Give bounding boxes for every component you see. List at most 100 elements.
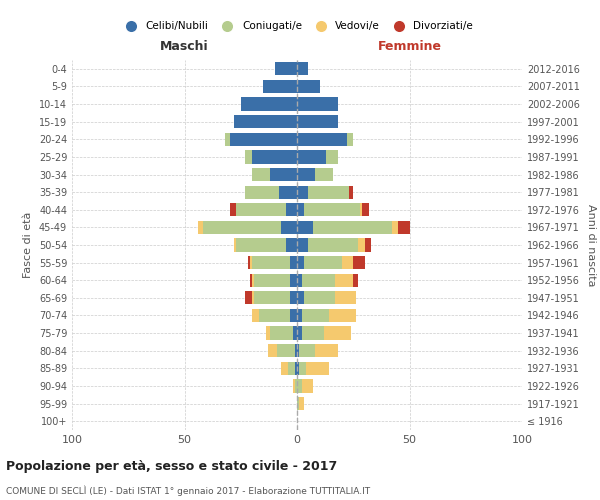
Bar bbox=[297, 115, 337, 128]
Bar bbox=[234, 238, 236, 252]
Bar bbox=[290, 291, 297, 304]
Y-axis label: Fasce di età: Fasce di età bbox=[23, 212, 33, 278]
Bar bbox=[263, 80, 297, 93]
Bar bbox=[295, 344, 297, 358]
Bar bbox=[268, 344, 277, 358]
Bar bbox=[275, 62, 297, 76]
Bar bbox=[281, 362, 288, 375]
Bar bbox=[297, 362, 299, 375]
Bar bbox=[297, 221, 313, 234]
Bar bbox=[306, 362, 329, 375]
Bar bbox=[234, 115, 297, 128]
Bar bbox=[290, 256, 297, 269]
Bar bbox=[299, 362, 306, 375]
Bar bbox=[279, 186, 297, 198]
Bar bbox=[225, 132, 229, 146]
Bar bbox=[315, 168, 333, 181]
Bar bbox=[295, 380, 297, 392]
Bar bbox=[365, 238, 371, 252]
Bar bbox=[297, 309, 302, 322]
Bar bbox=[392, 221, 398, 234]
Bar bbox=[297, 344, 299, 358]
Bar bbox=[326, 150, 337, 164]
Bar bbox=[398, 221, 409, 234]
Bar bbox=[245, 186, 279, 198]
Bar bbox=[277, 344, 295, 358]
Bar bbox=[313, 221, 392, 234]
Bar bbox=[297, 98, 337, 110]
Bar bbox=[360, 203, 362, 216]
Bar bbox=[250, 274, 252, 287]
Bar bbox=[236, 203, 286, 216]
Bar bbox=[308, 186, 349, 198]
Bar bbox=[304, 203, 360, 216]
Bar bbox=[297, 168, 315, 181]
Bar bbox=[252, 291, 254, 304]
Bar bbox=[250, 256, 252, 269]
Bar bbox=[252, 274, 254, 287]
Bar bbox=[229, 132, 297, 146]
Bar bbox=[297, 291, 304, 304]
Bar bbox=[297, 326, 302, 340]
Bar bbox=[270, 326, 293, 340]
Bar bbox=[362, 203, 369, 216]
Bar bbox=[302, 380, 313, 392]
Bar bbox=[265, 326, 270, 340]
Bar bbox=[198, 221, 203, 234]
Bar bbox=[252, 168, 270, 181]
Bar bbox=[297, 150, 326, 164]
Text: Maschi: Maschi bbox=[160, 40, 209, 53]
Bar bbox=[335, 291, 355, 304]
Text: Popolazione per età, sesso e stato civile - 2017: Popolazione per età, sesso e stato civil… bbox=[6, 460, 337, 473]
Bar bbox=[281, 221, 297, 234]
Bar bbox=[290, 274, 297, 287]
Bar bbox=[297, 397, 299, 410]
Bar bbox=[288, 362, 295, 375]
Legend: Celibi/Nubili, Coniugati/e, Vedovi/e, Divorziati/e: Celibi/Nubili, Coniugati/e, Vedovi/e, Di… bbox=[116, 17, 478, 36]
Bar bbox=[286, 238, 297, 252]
Bar bbox=[304, 256, 342, 269]
Bar bbox=[254, 274, 290, 287]
Bar bbox=[252, 309, 259, 322]
Bar bbox=[308, 238, 358, 252]
Bar bbox=[252, 150, 297, 164]
Bar bbox=[297, 132, 347, 146]
Bar bbox=[299, 344, 315, 358]
Bar bbox=[203, 221, 281, 234]
Bar bbox=[229, 203, 236, 216]
Bar bbox=[302, 309, 329, 322]
Bar bbox=[299, 397, 304, 410]
Bar bbox=[286, 203, 297, 216]
Bar bbox=[259, 309, 290, 322]
Bar bbox=[329, 309, 355, 322]
Bar bbox=[302, 326, 324, 340]
Bar bbox=[290, 309, 297, 322]
Bar bbox=[349, 186, 353, 198]
Bar bbox=[236, 238, 286, 252]
Bar bbox=[353, 256, 365, 269]
Text: COMUNE DI SECLÌ (LE) - Dati ISTAT 1° gennaio 2017 - Elaborazione TUTTITALIA.IT: COMUNE DI SECLÌ (LE) - Dati ISTAT 1° gen… bbox=[6, 485, 370, 496]
Y-axis label: Anni di nascita: Anni di nascita bbox=[586, 204, 596, 286]
Bar bbox=[335, 274, 353, 287]
Bar bbox=[358, 238, 365, 252]
Bar bbox=[297, 256, 304, 269]
Bar bbox=[342, 256, 353, 269]
Bar bbox=[295, 362, 297, 375]
Bar bbox=[245, 150, 252, 164]
Bar bbox=[297, 380, 302, 392]
Text: Femmine: Femmine bbox=[377, 40, 442, 53]
Bar bbox=[297, 62, 308, 76]
Bar bbox=[254, 291, 290, 304]
Bar bbox=[297, 203, 304, 216]
Bar bbox=[353, 274, 358, 287]
Bar bbox=[315, 344, 337, 358]
Bar bbox=[293, 380, 295, 392]
Bar bbox=[304, 291, 335, 304]
Bar bbox=[297, 80, 320, 93]
Bar bbox=[245, 291, 252, 304]
Bar bbox=[297, 238, 308, 252]
Bar bbox=[248, 256, 250, 269]
Bar bbox=[302, 274, 335, 287]
Bar bbox=[241, 98, 297, 110]
Bar bbox=[270, 168, 297, 181]
